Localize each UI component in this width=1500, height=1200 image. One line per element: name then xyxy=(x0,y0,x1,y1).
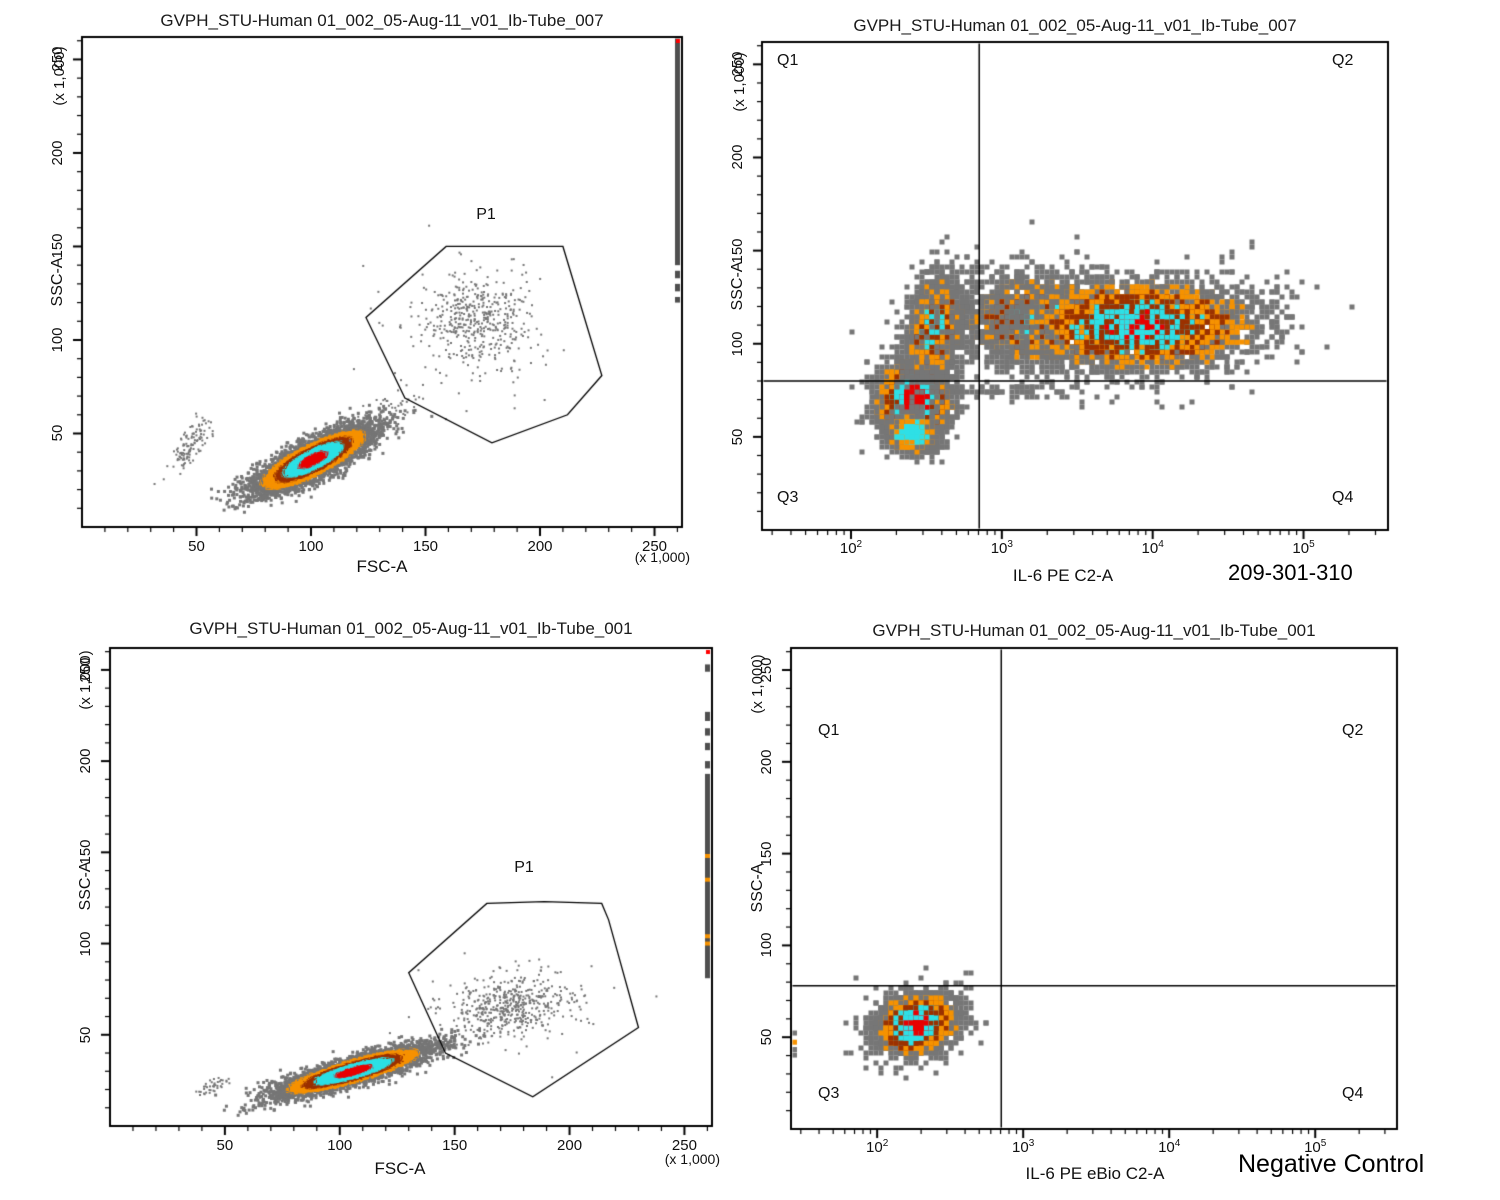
x-tick-label: 250 xyxy=(671,1137,697,1154)
y-tick-label: 150 xyxy=(77,839,94,865)
y-tick-label: 50 xyxy=(758,1028,775,1046)
x-tick-label: 104 xyxy=(1158,1138,1181,1156)
y-tick-label: 50 xyxy=(77,1026,94,1044)
x-tick-label: 100 xyxy=(327,1137,353,1154)
negative-control-label: Negative Control xyxy=(1238,1150,1425,1178)
quadrant-label-q2: Q2 xyxy=(1342,722,1364,739)
x-tick-label: 50 xyxy=(216,1137,234,1154)
plot-title: GVPH_STU-Human 01_002_05-Aug-11_v01_Ib-T… xyxy=(853,16,1297,35)
x-tick-label: 105 xyxy=(1292,539,1315,557)
quadrant-label-q1: Q1 xyxy=(818,722,840,739)
sample-id-label: 209-301-310 xyxy=(1228,560,1353,585)
quadrant-label-q4: Q4 xyxy=(1332,489,1354,506)
y-tick-label: 200 xyxy=(758,749,775,775)
x-axis-label: FSC-A xyxy=(374,1159,426,1178)
y-tick-label: 150 xyxy=(758,841,775,867)
x-tick-label: 103 xyxy=(990,539,1013,557)
y-tick-label: 50 xyxy=(49,425,66,442)
plot-title: GVPH_STU-Human 01_002_05-Aug-11_v01_Ib-T… xyxy=(160,11,604,30)
x-axis-label: IL-6 PE eBio C2-A xyxy=(1025,1164,1165,1183)
x-tick-label: 150 xyxy=(442,1137,468,1154)
y-tick-label: 150 xyxy=(729,238,746,264)
x-tick-label: 103 xyxy=(1012,1138,1035,1156)
x-tick-label: 100 xyxy=(298,538,324,555)
x-tick-label: 200 xyxy=(557,1137,583,1154)
quadrant-label-q4: Q4 xyxy=(1342,1085,1364,1102)
y-tick-label: 50 xyxy=(729,428,746,446)
x-tick-label: 102 xyxy=(866,1138,889,1156)
x-tick-label: 200 xyxy=(527,538,553,555)
x-tick-label: 250 xyxy=(642,538,668,555)
y-tick-label: 100 xyxy=(49,327,66,353)
plot-title: GVPH_STU-Human 01_002_05-Aug-11_v01_Ib-T… xyxy=(872,621,1316,640)
plot-title: GVPH_STU-Human 01_002_05-Aug-11_v01_Ib-T… xyxy=(189,619,633,638)
y-tick-label: 200 xyxy=(77,748,94,774)
x-tick-label: 150 xyxy=(412,538,439,555)
x-axis-label: FSC-A xyxy=(356,557,408,576)
quadrant-label-q3: Q3 xyxy=(777,489,799,506)
x-tick-label: 104 xyxy=(1141,539,1164,557)
gate-label-p1: P1 xyxy=(476,206,496,223)
quadrant-label-q2: Q2 xyxy=(1332,52,1354,69)
y-tick-label: 250 xyxy=(758,657,775,683)
x-axis-multiplier: (x 1,000) xyxy=(634,549,690,565)
gate-label-p1: P1 xyxy=(514,859,534,876)
x-tick-label: 105 xyxy=(1304,1138,1327,1156)
x-axis-label: IL-6 PE C2-A xyxy=(1012,566,1114,585)
quadrant-label-q3: Q3 xyxy=(818,1085,840,1102)
y-tick-label: 250 xyxy=(49,46,66,72)
y-tick-label: 150 xyxy=(49,233,66,259)
y-tick-label: 250 xyxy=(77,657,94,683)
y-tick-label: 100 xyxy=(758,932,775,958)
y-tick-label: 100 xyxy=(77,931,94,957)
y-tick-label: 200 xyxy=(729,144,746,170)
quadrant-label-q1: Q1 xyxy=(777,52,799,69)
y-tick-label: 250 xyxy=(729,51,746,77)
y-tick-label: 200 xyxy=(49,140,66,166)
x-tick-label: 50 xyxy=(188,538,205,555)
x-axis-multiplier: (x 1,000) xyxy=(664,1151,720,1167)
x-tick-label: 102 xyxy=(839,539,863,557)
y-tick-label: 100 xyxy=(729,331,746,357)
